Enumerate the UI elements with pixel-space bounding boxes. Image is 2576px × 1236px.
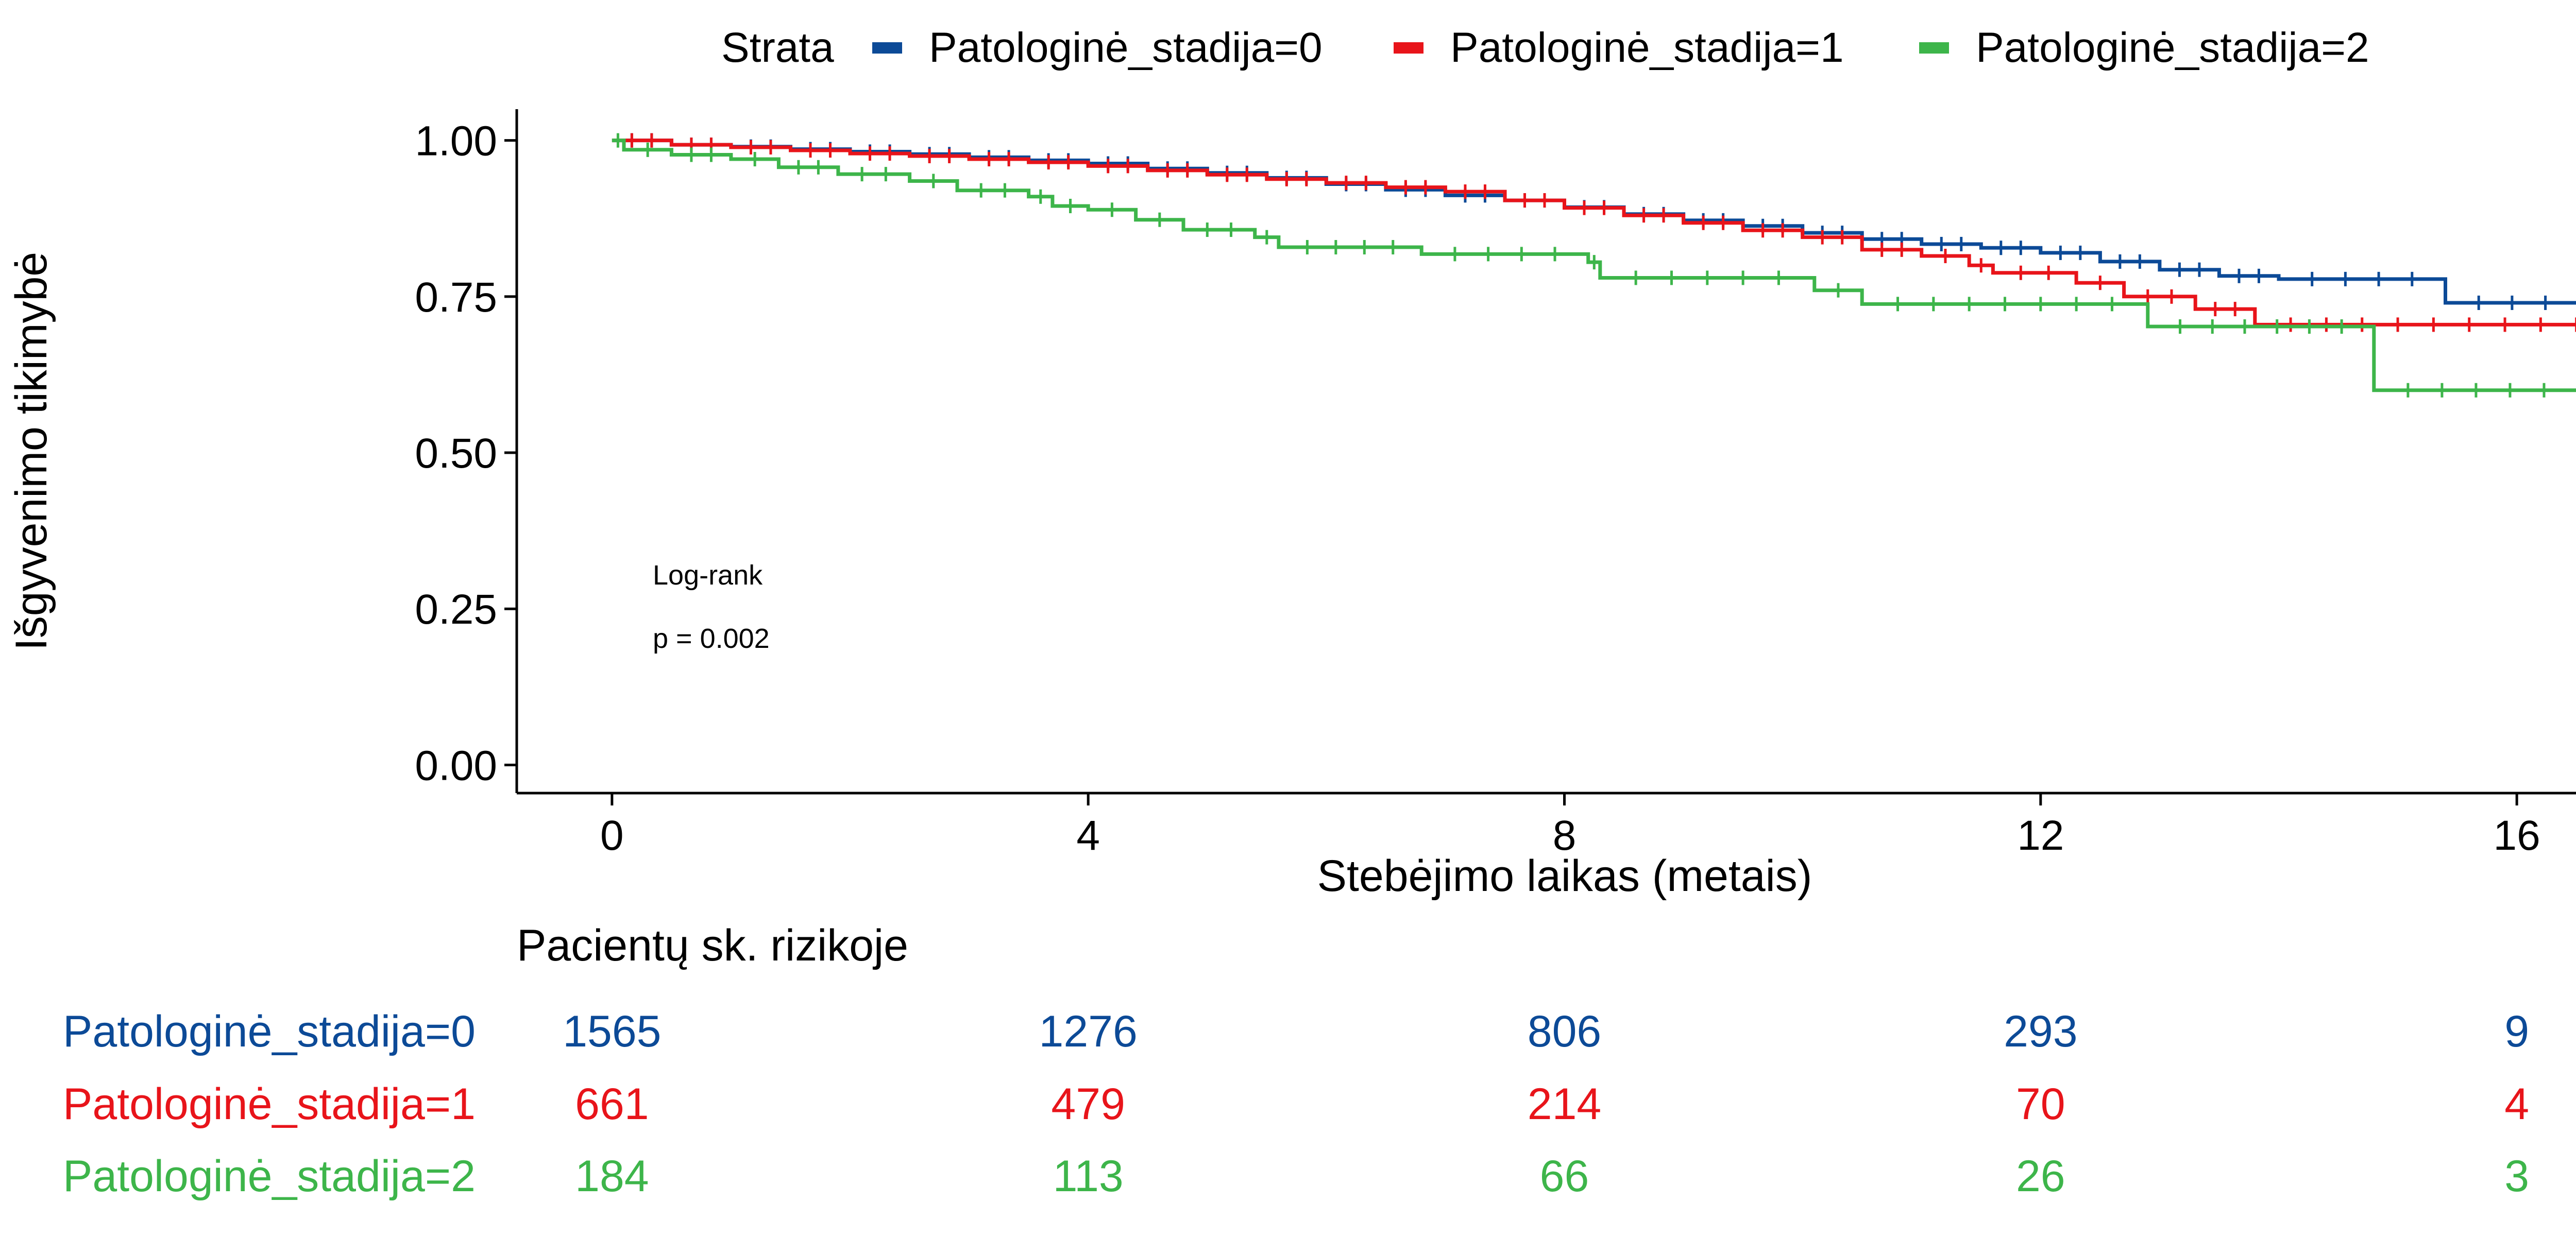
legend-label-2: Patologinė_stadija=2 xyxy=(1976,24,2369,71)
risk-count: 9 xyxy=(2504,1007,2529,1056)
x-ticks: 0 4 8 12 16 xyxy=(600,793,2540,859)
risk-count: 293 xyxy=(2004,1007,2078,1056)
y-ticks: 0.00 0.25 0.50 0.75 1.00 xyxy=(415,118,517,789)
x-tick-label: 4 xyxy=(1076,812,1100,859)
risk-count: 70 xyxy=(2016,1079,2065,1129)
risk-count: 1276 xyxy=(1039,1007,1138,1056)
risk-count: 661 xyxy=(575,1079,649,1129)
y-tick-label: 1.00 xyxy=(415,118,497,165)
legend-label-1: Patologinė_stadija=1 xyxy=(1450,24,1844,71)
risk-table: Patologinė_stadija=0 1565 1276 806 293 9 Patol… xyxy=(63,1007,2529,1201)
risk-count: 479 xyxy=(1051,1079,1125,1129)
y-tick-label: 0.75 xyxy=(415,274,497,321)
risk-count: 3 xyxy=(2504,1152,2529,1201)
legend-label-0: Patologinė_stadija=0 xyxy=(929,24,1323,71)
series-group xyxy=(612,133,2576,398)
legend-swatch-2 xyxy=(1919,42,1949,54)
legend-swatch-1 xyxy=(1394,42,1423,54)
x-tick-label: 16 xyxy=(2494,812,2540,859)
series-line-2 xyxy=(612,139,2576,392)
legend: Strata Patologinė_stadija=0 Patologinė_s… xyxy=(721,24,2369,71)
risk-row-label: Patologinė_stadija=2 xyxy=(63,1152,476,1201)
risk-count: 4 xyxy=(2504,1079,2529,1129)
series-line-0 xyxy=(612,139,2576,305)
risk-count: 214 xyxy=(1528,1079,1602,1129)
risk-row-label: Patologinė_stadija=1 xyxy=(63,1079,476,1129)
y-tick-label: 0.00 xyxy=(415,742,497,789)
series-line-1 xyxy=(612,139,2576,327)
risk-count: 1565 xyxy=(563,1007,661,1056)
risk-count: 806 xyxy=(1528,1007,1602,1056)
p-value-label: p = 0.002 xyxy=(653,623,770,654)
risk-table-title: Pacientų sk. rizikoje xyxy=(517,921,908,970)
y-tick-label: 0.50 xyxy=(415,430,497,477)
log-rank-label: Log-rank xyxy=(653,560,763,591)
risk-count: 26 xyxy=(2016,1152,2065,1201)
risk-count: 66 xyxy=(1540,1152,1589,1201)
y-axis-label: Išgyvenimo tikimybė xyxy=(7,252,56,650)
legend-swatch-0 xyxy=(872,42,902,54)
y-tick-label: 0.25 xyxy=(415,586,497,633)
risk-count: 184 xyxy=(575,1152,649,1201)
legend-title: Strata xyxy=(721,24,834,71)
risk-row-label: Patologinė_stadija=0 xyxy=(63,1007,476,1056)
x-tick-label: 8 xyxy=(1553,812,1577,859)
risk-count: 113 xyxy=(1053,1152,1124,1201)
x-tick-label: 0 xyxy=(600,812,624,859)
x-axis-label: Stebėjimo laikas (metais) xyxy=(1317,851,1812,901)
x-tick-label: 12 xyxy=(2017,812,2064,859)
